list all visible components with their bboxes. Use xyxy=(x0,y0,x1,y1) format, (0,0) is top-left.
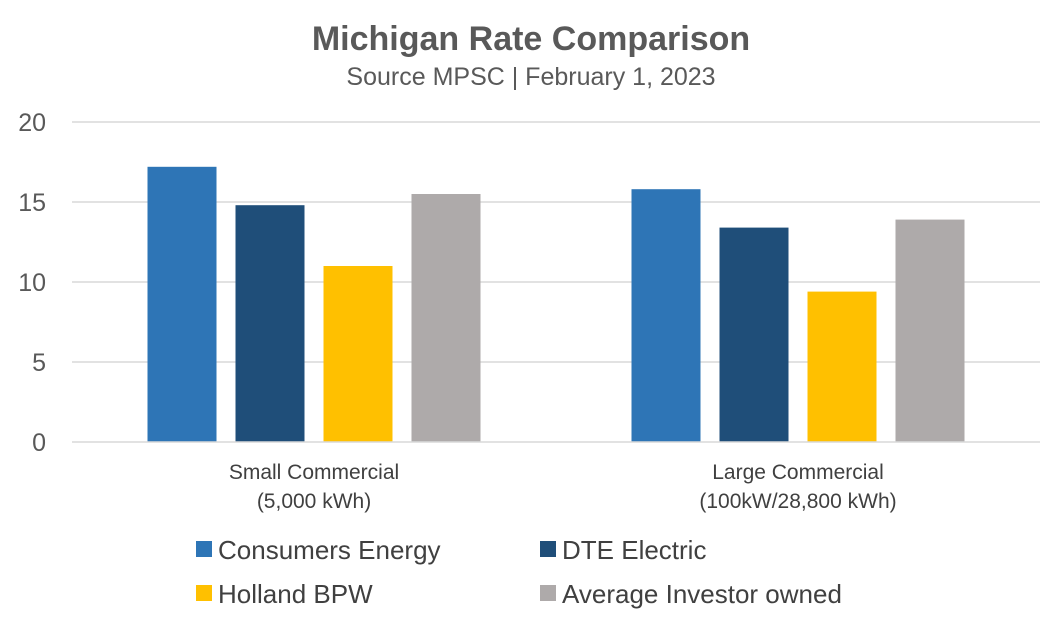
legend-label: Holland BPW xyxy=(218,579,373,609)
bar-holland-bpw-large xyxy=(807,291,877,442)
chart-subtitle: Source MPSC | February 1, 2023 xyxy=(346,63,715,91)
legend-label: Consumers Energy xyxy=(218,535,441,565)
legend-label: DTE Electric xyxy=(562,535,706,565)
bar-dte-electric-small xyxy=(235,205,305,442)
legend-swatch xyxy=(540,541,556,557)
legend-swatch xyxy=(540,585,556,601)
x-tick-label: (5,000 kWh) xyxy=(257,490,371,513)
bar-average-investor-owned-large xyxy=(895,219,965,442)
bar-holland-bpw-small xyxy=(323,266,393,442)
y-tick-label: 10 xyxy=(18,269,46,297)
y-tick-label: 15 xyxy=(18,189,46,217)
y-tick-label: 5 xyxy=(32,349,46,377)
x-tick-label: Small Commercial xyxy=(229,461,399,484)
bar-consumers-energy-large xyxy=(631,189,701,442)
legend-swatch xyxy=(196,541,212,557)
bar-series xyxy=(147,166,965,443)
legend: Consumers Energy DTE Electric Holland BPW A… xyxy=(196,535,842,609)
bar-dte-electric-large xyxy=(719,227,789,442)
bar-average-investor-owned-small xyxy=(411,194,481,442)
legend-label: Average Investor owned xyxy=(562,579,842,609)
chart-title: Michigan Rate Comparison xyxy=(312,20,750,58)
y-tick-label: 0 xyxy=(32,429,46,457)
legend-swatch xyxy=(196,585,212,601)
x-tick-label: (100kW/28,800 kWh) xyxy=(699,490,896,513)
y-tick-label: 20 xyxy=(18,109,46,137)
gridlines xyxy=(72,121,1040,363)
bar-consumers-energy-small xyxy=(147,166,217,443)
y-axis-ticks: 0 5 10 15 20 xyxy=(18,109,46,457)
x-tick-label: Large Commercial xyxy=(712,461,884,484)
x-axis-ticks: Small Commercial (5,000 kWh) Large Commerc… xyxy=(229,461,897,513)
